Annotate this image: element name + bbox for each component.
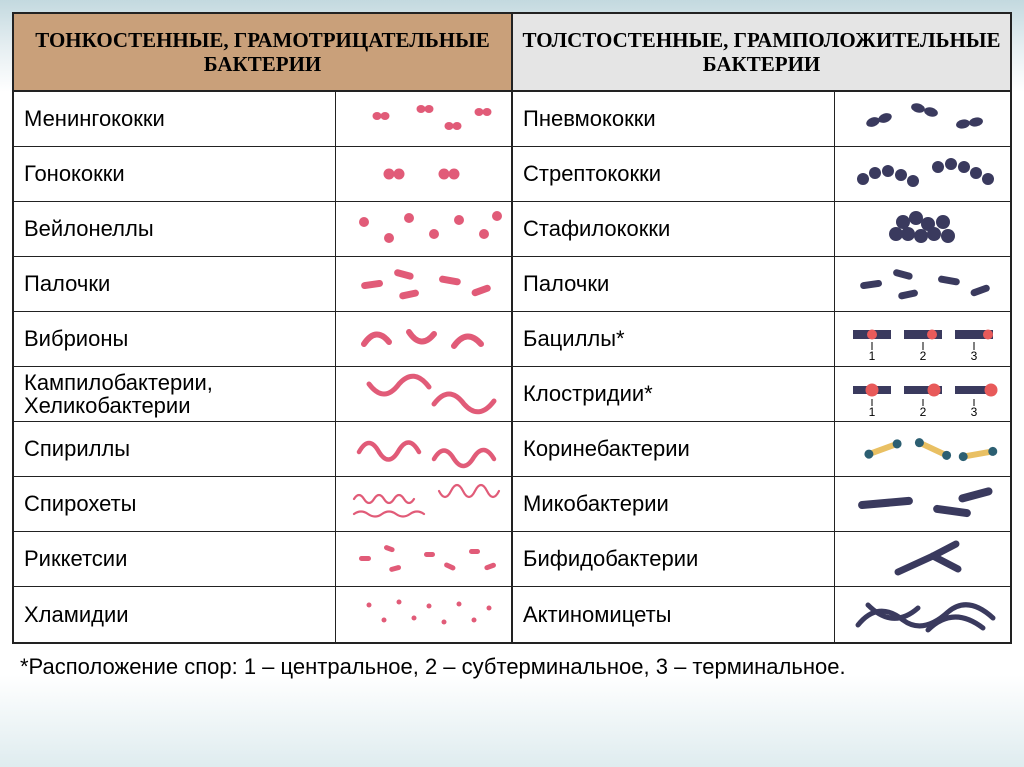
morphology-illustration: 1 2 3 bbox=[834, 367, 1010, 421]
svg-text:1: 1 bbox=[868, 349, 875, 363]
morphology-illustration bbox=[335, 422, 511, 476]
bacteria-name: Микобактерии bbox=[513, 477, 834, 531]
table-row: Гонококки bbox=[14, 147, 511, 202]
table-row: Палочки bbox=[14, 257, 511, 312]
table-row: Хламидии bbox=[14, 587, 511, 642]
gram-positive-header: Толстостенные, грамположительные бактери… bbox=[513, 14, 1010, 92]
morphology-illustration bbox=[335, 367, 511, 421]
table-row: Стафилококки bbox=[513, 202, 1010, 257]
morphology-illustration bbox=[335, 477, 511, 531]
table-row: Пневмококки bbox=[513, 92, 1010, 147]
bacteria-name: Пневмококки bbox=[513, 92, 834, 146]
morphology-illustration bbox=[834, 92, 1010, 146]
morphology-illustration bbox=[335, 147, 511, 201]
table-row: Бациллы* 1 2 3 bbox=[513, 312, 1010, 367]
svg-text:3: 3 bbox=[970, 405, 977, 419]
bacteria-name: Клостридии* bbox=[513, 367, 834, 421]
bacteria-name: Кампилобактерии, Хеликобактерии bbox=[14, 367, 335, 421]
bacteria-name: Стрептококки bbox=[513, 147, 834, 201]
bacteria-name: Палочки bbox=[513, 257, 834, 311]
bacteria-name: Хламидии bbox=[14, 587, 335, 642]
bacteria-name: Бифидобактерии bbox=[513, 532, 834, 586]
bacteria-name: Бациллы* bbox=[513, 312, 834, 366]
svg-text:2: 2 bbox=[919, 349, 926, 363]
bacteria-name: Вибрионы bbox=[14, 312, 335, 366]
morphology-illustration bbox=[335, 202, 511, 256]
svg-text:3: 3 bbox=[970, 349, 977, 363]
bacteria-name: Стафилококки bbox=[513, 202, 834, 256]
morphology-illustration: 1 2 3 bbox=[834, 312, 1010, 366]
table-row: Палочки bbox=[513, 257, 1010, 312]
chart-container: { "colors":{ "gram_neg":"#e15b78", "gram… bbox=[0, 0, 1024, 767]
bacteria-name: Вейлонеллы bbox=[14, 202, 335, 256]
footnote: *Расположение спор: 1 – центральное, 2 –… bbox=[12, 644, 1012, 690]
svg-text:1: 1 bbox=[868, 405, 875, 419]
morphology-illustration bbox=[335, 92, 511, 146]
gram-positive-column: Толстостенные, грамположительные бактери… bbox=[511, 14, 1010, 642]
table-row: Спириллы bbox=[14, 422, 511, 477]
gram-negative-column: Тонкостенные, грамотрицательные бактерии… bbox=[14, 14, 511, 642]
morphology-illustration bbox=[335, 532, 511, 586]
table-row: Спирохеты bbox=[14, 477, 511, 532]
morphology-illustration bbox=[834, 532, 1010, 586]
gram-negative-header: Тонкостенные, грамотрицательные бактерии bbox=[14, 14, 511, 92]
table-row: Стрептококки bbox=[513, 147, 1010, 202]
morphology-illustration bbox=[335, 257, 511, 311]
table-row: Актиномицеты bbox=[513, 587, 1010, 642]
bacteria-name: Риккетсии bbox=[14, 532, 335, 586]
table-row: Клостридии* 1 2 3 bbox=[513, 367, 1010, 422]
table-row: Вейлонеллы bbox=[14, 202, 511, 257]
header-text: Тонкостенные, грамотрицательные бактерии bbox=[20, 28, 505, 76]
table-row: Риккетсии bbox=[14, 532, 511, 587]
header-text: Толстостенные, грамположительные бактери… bbox=[519, 28, 1004, 76]
table-row: Кампилобактерии, Хеликобактерии bbox=[14, 367, 511, 422]
morphology-illustration bbox=[834, 587, 1010, 642]
table-row: Коринебактерии bbox=[513, 422, 1010, 477]
bacteria-name: Спирохеты bbox=[14, 477, 335, 531]
morphology-illustration bbox=[834, 477, 1010, 531]
bacteria-name: Актиномицеты bbox=[513, 587, 834, 642]
bacteria-name: Спириллы bbox=[14, 422, 335, 476]
morphology-illustration bbox=[335, 587, 511, 642]
table-row: Микобактерии bbox=[513, 477, 1010, 532]
table-row: Менингококки bbox=[14, 92, 511, 147]
morphology-illustration bbox=[834, 422, 1010, 476]
morphology-illustration bbox=[834, 257, 1010, 311]
bacteria-name: Коринебактерии bbox=[513, 422, 834, 476]
table-row: Вибрионы bbox=[14, 312, 511, 367]
bacteria-name: Менингококки bbox=[14, 92, 335, 146]
svg-text:2: 2 bbox=[919, 405, 926, 419]
table-row: Бифидобактерии bbox=[513, 532, 1010, 587]
bacteria-name: Гонококки bbox=[14, 147, 335, 201]
bacteria-table: Тонкостенные, грамотрицательные бактерии… bbox=[12, 12, 1012, 644]
morphology-illustration bbox=[335, 312, 511, 366]
morphology-illustration bbox=[834, 147, 1010, 201]
morphology-illustration bbox=[834, 202, 1010, 256]
bacteria-name: Палочки bbox=[14, 257, 335, 311]
